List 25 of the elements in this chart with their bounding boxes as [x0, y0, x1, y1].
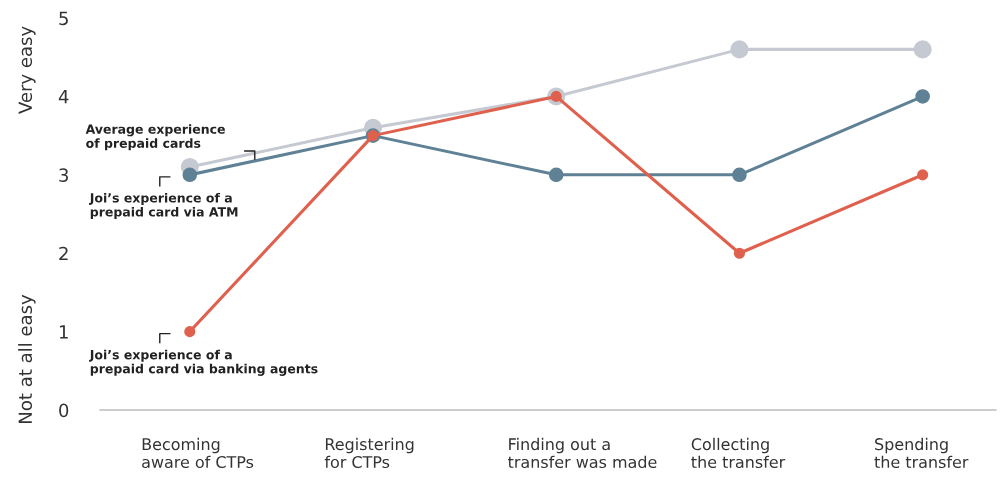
y-tick-label: 0 [59, 403, 69, 418]
x-tick-label: Registering for CTPs [324, 437, 414, 469]
point [732, 167, 747, 183]
point [915, 89, 930, 104]
point [730, 40, 749, 59]
y-tick-label: 4 [58, 90, 69, 104]
x-tick-label: Becoming aware of CTPs [142, 437, 254, 469]
y-tick-label: 2 [59, 246, 68, 261]
text: Not at all easy [18, 294, 36, 423]
y-tick-label: 3 [59, 168, 68, 182]
point [917, 169, 929, 181]
x-tick-label: Collecting the transfer [691, 437, 786, 469]
point [184, 326, 196, 338]
point [733, 247, 745, 259]
point [913, 40, 932, 59]
text: Joi’s experience of a prepaid card via banking agents [89, 349, 318, 376]
x-tick-label: Finding out a transfer was made [508, 437, 657, 469]
text: Joi’s experience of a prepaid card via ATM [89, 192, 238, 219]
y-tick-label: 5 [59, 11, 68, 26]
text: Very easy [18, 26, 36, 114]
point [548, 167, 564, 183]
series-label: Average experience of prepaid cards [85, 124, 225, 151]
point [182, 167, 198, 183]
x-tick-label: Spending the transfer [874, 437, 969, 469]
y-tick-label: 1 [59, 325, 68, 339]
